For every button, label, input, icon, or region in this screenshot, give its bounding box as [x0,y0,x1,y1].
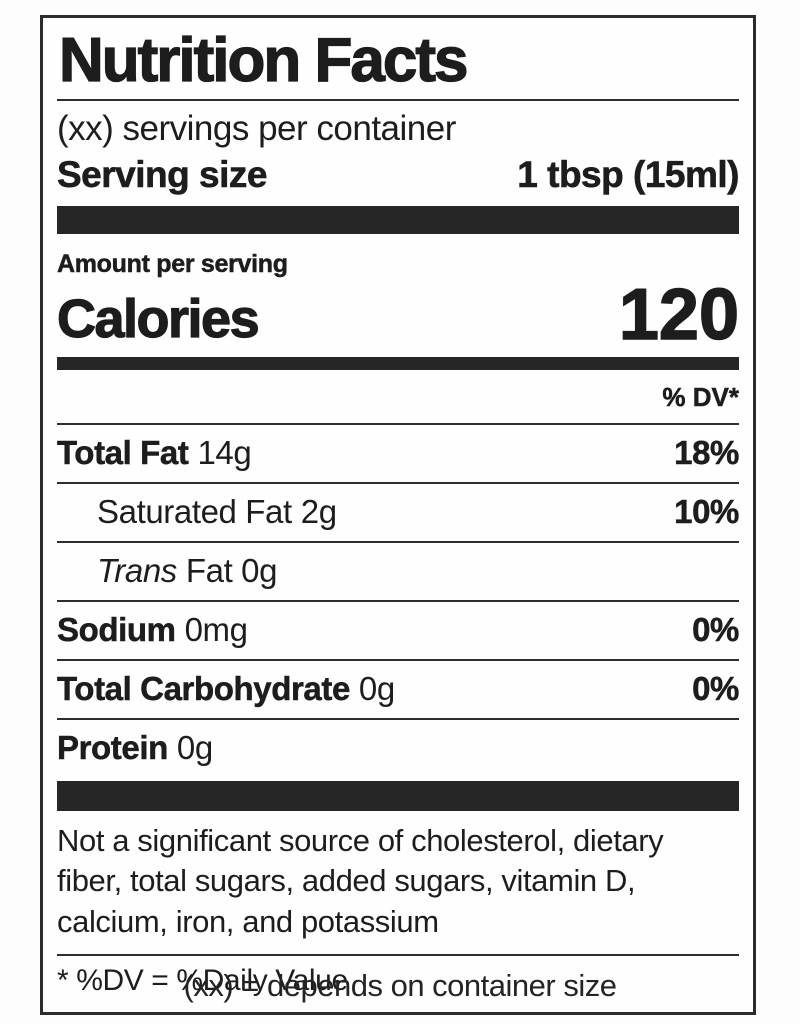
nutrient-row-saturated-fat: Saturated Fat 2g 10% [57,482,740,541]
separator-bar-medium [57,357,739,371]
daily-value-footnote: * %DV = %Daily Value [57,964,348,998]
separator-bar-thick [57,205,739,234]
nutrient-row-total-carbohydrate: Total Carbohydrate 0g 0% [57,659,740,718]
nutrient-dv: 0% [692,670,740,708]
amount-per-serving-label: Amount per serving [57,249,289,279]
calories-row: Calories 120 [56,274,740,355]
nutrient-row-trans-fat: Trans Fat 0g [57,541,739,600]
nutrient-name-amount: Saturated Fat 2g [57,493,346,531]
serving-size-value: 1 tbsp (15ml) [517,153,740,195]
nutrient-name: Total Carbohydrate [57,670,351,708]
nutrient-amount: 0mg [184,611,248,649]
nutrient-row-sodium: Sodium 0mg 0% [57,600,740,659]
nutrient-name: Protein [57,729,169,767]
nutrient-dv: 10% [674,493,740,531]
nutrient-name-amount: Total Fat 14g [57,434,260,472]
separator-bar-thick-bottom [57,781,739,812]
nutrient-amount: Fat 0g [185,552,278,590]
serving-size-label: Serving size [57,153,268,195]
percent-dv-header: % DV* [662,382,739,413]
nutrient-name-amount: Trans Fat 0g [57,552,286,590]
nutrient-amount: 2g [300,493,337,531]
nutrient-dv: 0% [692,611,740,649]
nutrition-facts-label: Nutrition Facts (xx) servings per contai… [40,15,756,1016]
calories-label: Calories [56,288,260,349]
nutrient-name-amount: Total Carbohydrate 0g [57,670,404,708]
nutrient-row-total-fat: Total Fat 14g 18% [57,423,740,482]
nutrient-name: Sodium [57,611,177,649]
nutrient-dv: 18% [674,434,740,472]
nutrient-name: Trans [97,552,177,590]
nutrient-row-protein: Protein 0g [57,718,739,777]
servings-per-container: (xx) servings per container [57,108,456,148]
label-title: Nutrition Facts [58,26,469,95]
not-significant-source-note: Not a significant source of cholesterol,… [57,823,664,939]
nutrient-name: Saturated Fat [97,493,292,531]
nutrient-amount: 14g [197,434,252,472]
nutrient-amount: 0g [358,670,395,708]
nutrient-name: Total Fat [57,434,189,472]
container-size-caption: (xx) = depends on container size [183,968,617,1003]
divider [57,954,739,957]
nutrient-name-amount: Sodium 0mg [57,611,257,649]
nutrient-name-amount: Protein 0g [57,729,222,767]
divider [57,98,739,101]
serving-size-row: Serving size 1 tbsp (15ml) [57,152,740,206]
calories-value: 120 [618,274,740,355]
nutrient-amount: 0g [176,729,213,767]
